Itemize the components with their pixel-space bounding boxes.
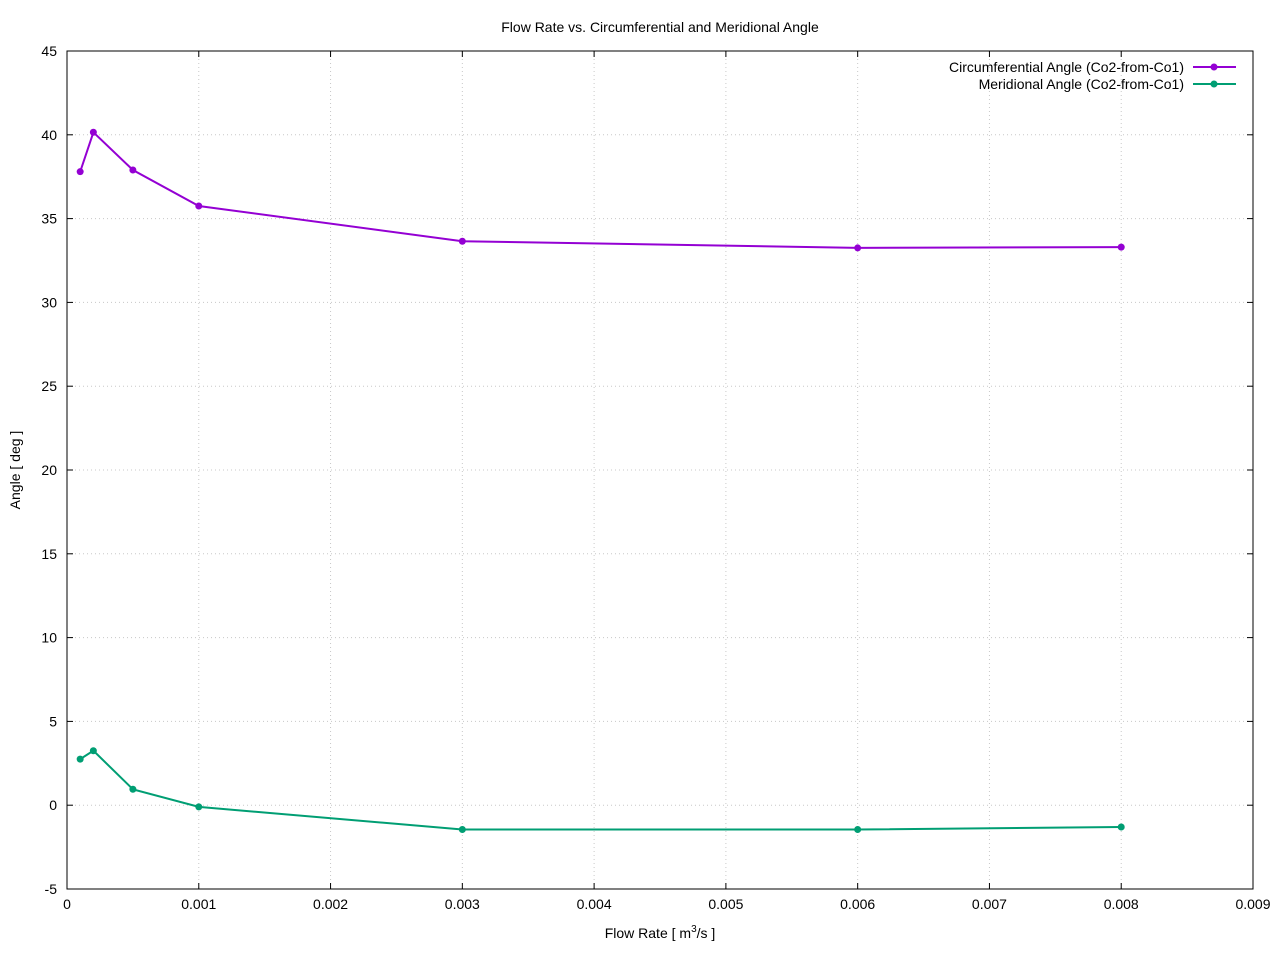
legend-swatch-marker xyxy=(1210,63,1218,71)
axis-ticks: 0 0.001 0.002 0.003 0.004 0.005 0.006 0.007 0.00… xyxy=(41,43,1270,912)
x-tick-label: 0.004 xyxy=(577,896,612,912)
x-axis-label-superscript: 3 xyxy=(691,924,697,935)
data-point xyxy=(854,244,862,252)
x-tick-label: 0.008 xyxy=(1104,896,1139,912)
data-point xyxy=(89,128,97,136)
x-tick-label: 0.003 xyxy=(445,896,480,912)
legend: Circumferential Angle (Co2-from-Co1)Meri… xyxy=(949,59,1236,92)
data-point xyxy=(1117,243,1125,251)
data-point xyxy=(1117,823,1125,831)
y-tick-label: 25 xyxy=(41,378,57,394)
x-tick-label: 0.002 xyxy=(313,896,348,912)
data-point xyxy=(458,237,466,245)
data-point xyxy=(854,826,862,834)
data-point xyxy=(129,166,137,174)
series-line-1 xyxy=(79,749,1122,831)
x-tick-label: 0.007 xyxy=(972,896,1007,912)
data-point xyxy=(458,826,466,834)
y-tick-label: 45 xyxy=(41,43,57,59)
x-tick-label: 0.006 xyxy=(840,896,875,912)
y-tick-label: 40 xyxy=(41,127,57,143)
plot-frame xyxy=(66,50,1254,890)
x-tick-label: 0.001 xyxy=(181,896,216,912)
legend-label: Circumferential Angle (Co2-from-Co1) xyxy=(949,59,1184,75)
x-axis-label: Flow Rate [ m3/s ] xyxy=(605,924,716,941)
x-tick-label: 0.005 xyxy=(708,896,743,912)
x-tick-label: 0 xyxy=(63,896,71,912)
x-tick-label: 0.009 xyxy=(1235,896,1270,912)
y-tick-label: 30 xyxy=(41,294,57,310)
series-line-0 xyxy=(79,130,1122,249)
x-axis-label-tail: /s ] xyxy=(697,925,716,941)
y-tick-label: 5 xyxy=(49,713,57,729)
y-axis-label: Angle [ deg ] xyxy=(7,431,23,510)
series-group xyxy=(76,128,1125,834)
y-tick-label: 35 xyxy=(41,211,57,227)
y-tick-label: 15 xyxy=(41,546,57,562)
data-point xyxy=(76,168,84,176)
data-point xyxy=(195,803,203,811)
legend-swatch-marker xyxy=(1210,80,1218,88)
data-point xyxy=(195,202,203,210)
x-axis-label-main: Flow Rate [ m xyxy=(605,925,691,941)
legend-label: Meridional Angle (Co2-from-Co1) xyxy=(979,76,1184,92)
chart-title: Flow Rate vs. Circumferential and Meridi… xyxy=(501,19,819,35)
y-tick-label: 0 xyxy=(49,797,57,813)
y-tick-label: 20 xyxy=(41,462,57,478)
y-tick-label: 10 xyxy=(41,630,57,646)
data-point xyxy=(89,747,97,755)
data-point xyxy=(129,785,137,793)
y-tick-label: -5 xyxy=(45,881,58,897)
data-point xyxy=(76,755,84,763)
grid-lines xyxy=(67,51,1253,889)
